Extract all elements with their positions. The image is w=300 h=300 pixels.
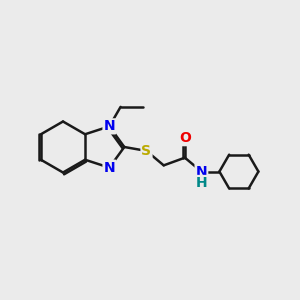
Text: H: H — [196, 176, 207, 190]
Text: N: N — [103, 119, 115, 134]
Text: O: O — [179, 131, 191, 145]
Text: S: S — [142, 144, 152, 158]
Text: N: N — [103, 160, 115, 175]
Text: N: N — [196, 165, 207, 178]
